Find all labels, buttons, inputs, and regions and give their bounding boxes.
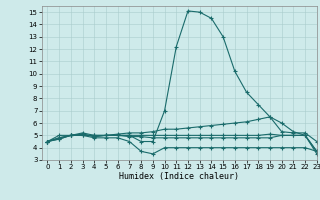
- X-axis label: Humidex (Indice chaleur): Humidex (Indice chaleur): [119, 172, 239, 181]
